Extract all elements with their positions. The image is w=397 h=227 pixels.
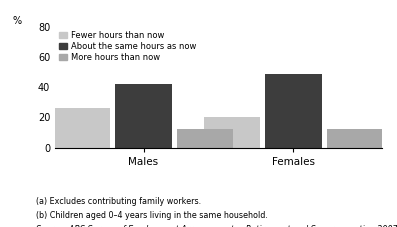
Bar — [54, 108, 110, 148]
Bar — [177, 129, 233, 148]
Bar — [265, 74, 322, 148]
Legend: Fewer hours than now, About the same hours as now, More hours than now: Fewer hours than now, About the same hou… — [59, 31, 196, 62]
Text: (b) Children aged 0–4 years living in the same household.: (b) Children aged 0–4 years living in th… — [36, 211, 268, 220]
Text: (a) Excludes contributing family workers.: (a) Excludes contributing family workers… — [36, 197, 201, 207]
Text: Source: ABS Survey of Employment Arrangements,  Retirement and Superannuation 20: Source: ABS Survey of Employment Arrange… — [36, 225, 397, 227]
Bar — [116, 84, 172, 148]
Bar — [327, 129, 383, 148]
Bar — [204, 117, 260, 148]
Text: %: % — [12, 15, 21, 26]
